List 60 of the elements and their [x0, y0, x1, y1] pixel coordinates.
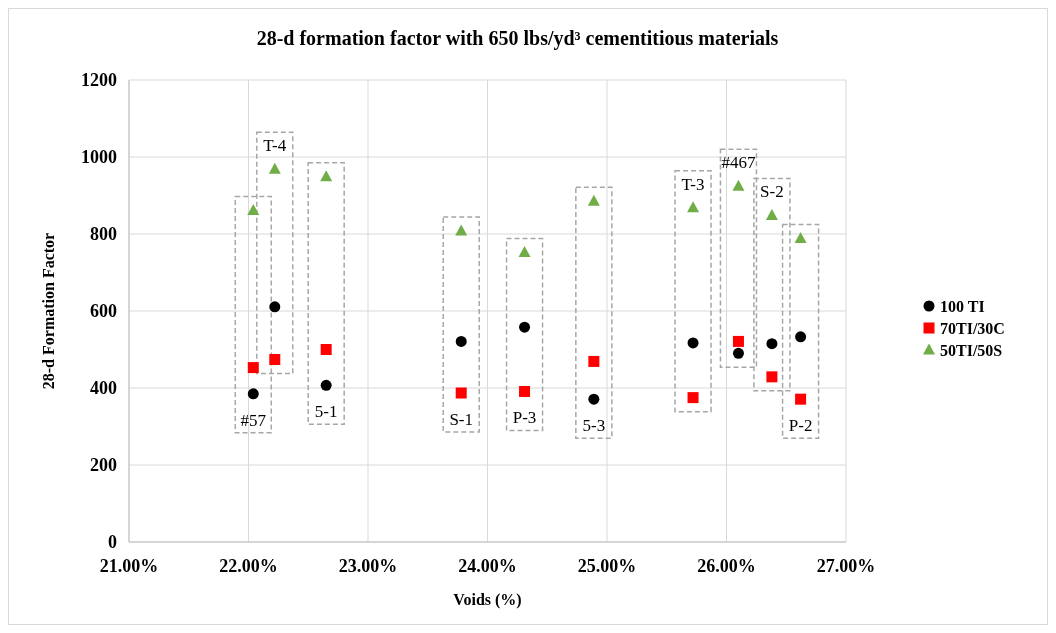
y-tick-label: 600 — [90, 301, 117, 322]
x-tick-label: 26.00% — [697, 556, 756, 576]
annotation: S-1 — [449, 409, 474, 429]
annotation: 5-1 — [314, 402, 338, 422]
point — [687, 337, 699, 349]
point — [247, 204, 260, 216]
chart-title: 28-d formation factor with 650 lbs/yd³ cementitious materials — [256, 27, 779, 50]
point — [269, 301, 281, 313]
x-tick-label: 27.00% — [816, 556, 876, 576]
annotation: T-4 — [263, 136, 287, 156]
point — [455, 224, 468, 236]
point — [455, 387, 467, 399]
point — [732, 179, 745, 191]
point — [247, 388, 259, 400]
point — [247, 362, 259, 374]
point — [588, 355, 600, 367]
point — [766, 371, 778, 383]
annotation: #57 — [240, 410, 267, 430]
x-tick-label: 22.00% — [219, 556, 278, 576]
x-tick-label: 24.00% — [458, 556, 517, 576]
point — [587, 194, 600, 206]
annotation: P-3 — [512, 408, 537, 428]
point — [795, 331, 807, 343]
point — [518, 245, 531, 257]
point — [320, 344, 332, 355]
point — [519, 321, 531, 333]
legend-label: 50TI/50S — [940, 341, 1003, 359]
y-tick-label: 0 — [108, 532, 117, 553]
point — [732, 335, 744, 347]
point — [795, 393, 807, 405]
point — [687, 201, 700, 213]
point — [268, 162, 281, 174]
y-tick-label: 1000 — [81, 147, 117, 168]
x-tick-label: 21.00% — [99, 556, 159, 576]
x-axis-title: Voids (%) — [453, 591, 522, 609]
annotation: P-2 — [788, 416, 813, 436]
point — [455, 335, 467, 347]
annotation: T-3 — [681, 174, 705, 194]
point — [519, 385, 531, 397]
point — [732, 347, 744, 359]
point — [766, 338, 778, 350]
annotation: S-2 — [760, 182, 784, 202]
point — [588, 393, 600, 405]
y-tick-label: 400 — [90, 378, 117, 399]
y-axis-title: 28-d Formation Factor — [40, 232, 57, 390]
point — [765, 209, 778, 221]
annotation: 5-3 — [582, 416, 606, 436]
y-tick-label: 800 — [90, 224, 117, 245]
y-tick-label: 1200 — [81, 70, 117, 91]
y-tick-label: 200 — [90, 455, 117, 476]
annotation: #467 — [721, 153, 756, 173]
point — [320, 170, 333, 182]
legend-label: 70TI/30C — [940, 319, 1005, 337]
point — [687, 392, 699, 404]
point — [794, 232, 807, 244]
point — [320, 379, 332, 391]
x-tick-label: 25.00% — [577, 556, 637, 576]
point — [269, 354, 281, 366]
legend-label: 100 TI — [940, 297, 985, 315]
x-tick-label: 23.00% — [338, 556, 398, 576]
